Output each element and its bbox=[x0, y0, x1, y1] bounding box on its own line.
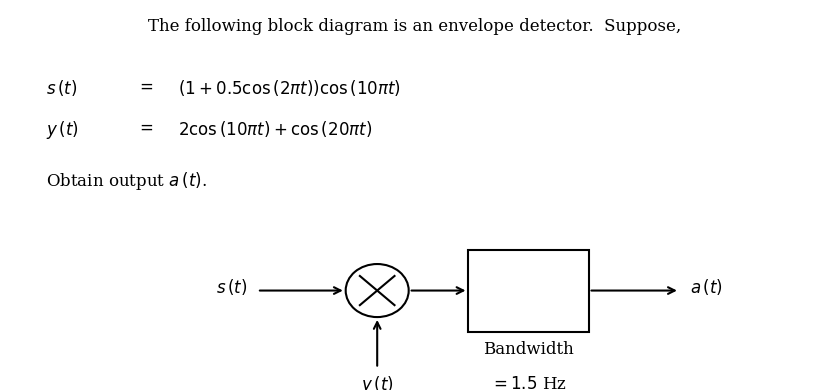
Bar bbox=[468, 250, 588, 332]
Text: $= 1.5$ Hz: $= 1.5$ Hz bbox=[489, 376, 566, 390]
Text: The following block diagram is an envelope detector.  Suppose,: The following block diagram is an envelo… bbox=[147, 18, 681, 35]
Text: $s\,(t)$: $s\,(t)$ bbox=[215, 277, 247, 297]
Text: Bandwidth: Bandwidth bbox=[483, 341, 573, 358]
Text: filter: filter bbox=[508, 294, 548, 311]
Text: $(1 + 0.5\cos\left(2\pi t\right))\cos\left(10\pi t\right)$: $(1 + 0.5\cos\left(2\pi t\right))\cos\le… bbox=[178, 78, 401, 98]
Text: $y\,(t)$: $y\,(t)$ bbox=[360, 374, 393, 390]
Text: $=$: $=$ bbox=[137, 119, 153, 136]
Text: $2\cos\left(10\pi t\right) + \cos\left(20\pi t\right)$: $2\cos\left(10\pi t\right) + \cos\left(2… bbox=[178, 119, 372, 139]
Text: $=$: $=$ bbox=[137, 78, 153, 95]
Text: Obtain output $a\,(t)$.: Obtain output $a\,(t)$. bbox=[46, 170, 206, 191]
Text: Low-pass: Low-pass bbox=[489, 272, 567, 289]
Text: $a\,(t)$: $a\,(t)$ bbox=[689, 277, 722, 297]
Text: $s\,(t)$: $s\,(t)$ bbox=[46, 78, 77, 98]
Text: $y\,(t)$: $y\,(t)$ bbox=[46, 119, 79, 141]
